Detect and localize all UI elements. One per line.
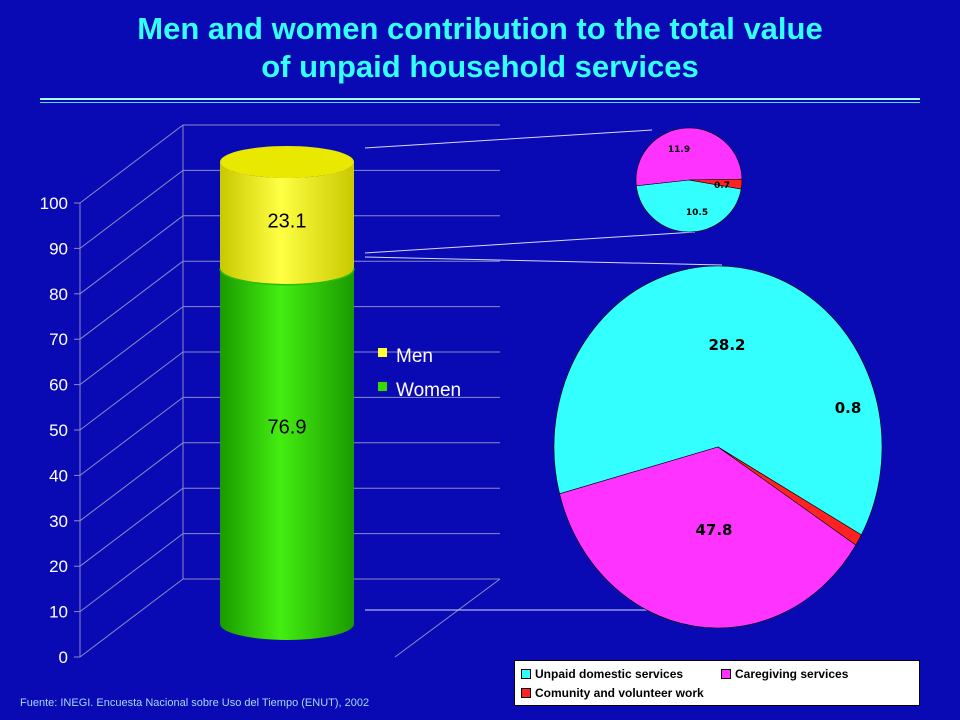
bar-segment-boundary <box>219 268 355 286</box>
y-tick-label-80: 80 <box>49 285 68 304</box>
data-label-women: 76.9 <box>268 416 307 438</box>
bar-top-cap <box>220 146 354 178</box>
title-line-2: of unpaid household services <box>261 49 699 84</box>
y-tick-label-70: 70 <box>49 330 68 349</box>
y-tick-label-90: 90 <box>49 239 68 258</box>
y-tick-label-100: 100 <box>40 194 68 213</box>
y-tick-label-50: 50 <box>49 421 68 440</box>
gridline-diag-80 <box>79 215 184 295</box>
pie-legend: Unpaid domestic services Caregiving serv… <box>514 660 920 706</box>
men-pie-slice-2 <box>688 178 743 190</box>
y-tick-label-40: 40 <box>49 466 68 485</box>
title-line-1: Men and women contribution to the total … <box>137 11 823 46</box>
connector-men-bottom <box>364 231 696 254</box>
legend-item-community: Comunity and volunteer work <box>521 686 704 700</box>
men-pie-slice-label-2: 0.7 <box>714 181 730 191</box>
legend-swatch-unpaid <box>521 669 531 679</box>
men-pie-slice-0 <box>635 179 742 233</box>
legend-label-caregiving: Caregiving services <box>735 667 849 681</box>
gridline-diag-50 <box>79 351 184 431</box>
gridline-diag-30 <box>79 442 184 522</box>
legend-swatch-community <box>521 688 531 698</box>
gridline-diag-10 <box>79 533 184 612</box>
bar-segment-men <box>220 162 354 285</box>
y-tick-label-20: 20 <box>49 557 68 576</box>
gridline-diag-70 <box>79 260 184 340</box>
women-pie-slice-2 <box>559 446 857 629</box>
legend-label-community: Comunity and volunteer work <box>535 686 704 700</box>
y-tick-label-60: 60 <box>49 376 68 395</box>
gridline-diag-100 <box>79 124 184 204</box>
gridline-diag-40 <box>79 397 184 476</box>
gridline-diag-60 <box>79 306 184 385</box>
women-pie-slice-label-2: 0.8 <box>835 399 862 417</box>
women-pie-slice-label-0: 47.8 <box>695 521 732 539</box>
legend-swatch-caregiving <box>721 669 731 679</box>
gridline-diag-0 <box>79 578 184 658</box>
women-pie-slice-label-1: 28.2 <box>708 336 745 354</box>
title-divider <box>40 98 920 100</box>
title-divider-thin <box>40 102 920 103</box>
men-pie-slice-1 <box>635 127 743 187</box>
legend-item-caregiving: Caregiving services <box>721 667 848 681</box>
connector-men-top <box>364 129 653 149</box>
floor-right-edge <box>394 578 501 658</box>
chart-title: Men and women contribution to the total … <box>0 10 960 86</box>
data-label-men: 23.1 <box>268 210 307 232</box>
y-tick-label-10: 10 <box>49 603 68 622</box>
legend-label-men: Men <box>396 346 433 367</box>
legend-label-unpaid: Unpaid domestic services <box>535 667 684 681</box>
legend-item-unpaid: Unpaid domestic services <box>521 667 683 681</box>
connector-women-top <box>364 256 723 266</box>
gridline-diag-20 <box>79 487 184 567</box>
bar-segment-women <box>220 268 354 640</box>
gridline-diag-90 <box>79 170 184 249</box>
men-pie-slice-label-1: 11.9 <box>668 145 690 155</box>
women-pie-slice-0 <box>553 265 883 536</box>
legend-swatch-men <box>378 348 387 357</box>
y-tick-label-30: 30 <box>49 512 68 531</box>
legend-label-women: Women <box>396 380 461 401</box>
source-note: Fuente: INEGI. Encuesta Nacional sobre U… <box>20 697 370 709</box>
y-tick-label-0: 0 <box>59 648 68 667</box>
men-pie-slice-label-0: 10.5 <box>686 208 708 218</box>
legend-swatch-women <box>378 382 387 391</box>
